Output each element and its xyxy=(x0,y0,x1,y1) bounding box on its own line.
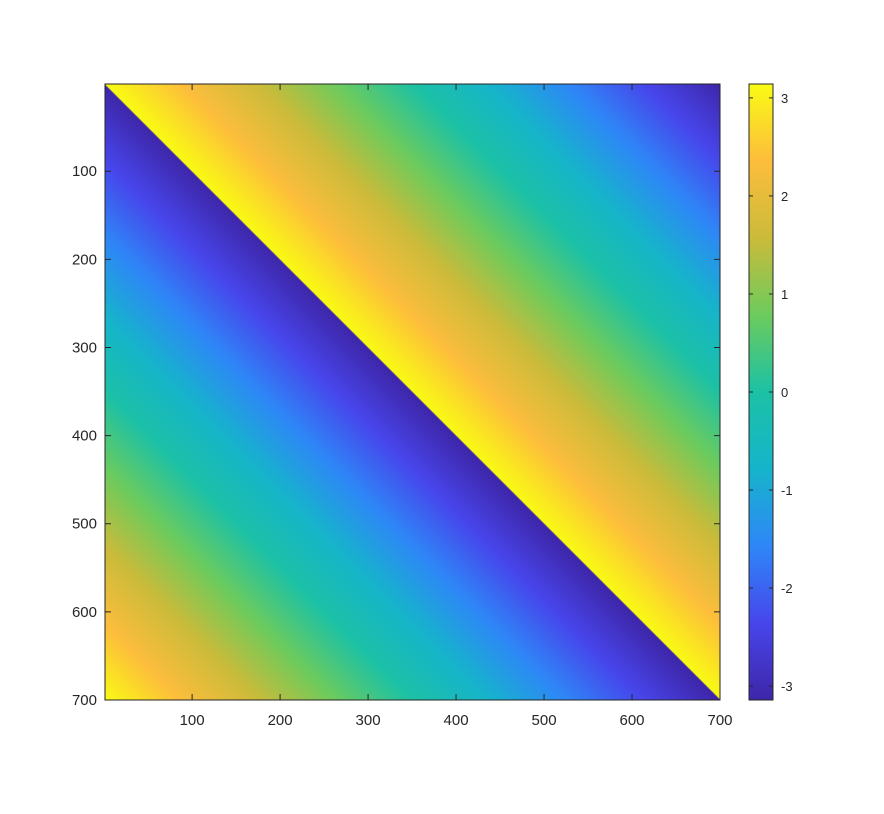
x-tick-label: 300 xyxy=(356,712,381,729)
colorbar-tick-label: 1 xyxy=(781,287,788,302)
colorbar-tick-label: -2 xyxy=(781,581,793,596)
y-tick-label: 700 xyxy=(72,692,97,709)
colorbar-tick-label: -1 xyxy=(781,483,793,498)
x-tick-label: 700 xyxy=(707,712,732,729)
colorbar-tick-label: -3 xyxy=(781,679,793,694)
heatmap-image xyxy=(105,84,720,700)
y-tick-label: 500 xyxy=(72,516,97,533)
colorbar-tick-label: 0 xyxy=(781,385,788,400)
y-tick-label: 600 xyxy=(72,604,97,621)
x-tick-label: 200 xyxy=(268,712,293,729)
y-tick-label: 300 xyxy=(72,339,97,356)
x-tick-label: 100 xyxy=(180,712,205,729)
y-axis: 100 200 300 400 500 600 700 xyxy=(72,163,720,709)
colorbar-axis: 3 2 1 0 -1 -2 -3 xyxy=(749,91,793,694)
y-tick-label: 100 xyxy=(72,163,97,180)
colorbar-tick-label: 2 xyxy=(781,189,788,204)
x-tick-label: 400 xyxy=(444,712,469,729)
x-tick-label: 500 xyxy=(532,712,557,729)
y-tick-label: 400 xyxy=(72,428,97,445)
y-tick-label: 200 xyxy=(72,251,97,268)
plot-axes-box xyxy=(104,83,721,701)
colorbar-tick-label: 3 xyxy=(781,91,788,106)
x-tick-label: 600 xyxy=(620,712,645,729)
x-axis: 100 200 300 400 500 600 700 xyxy=(180,84,733,729)
